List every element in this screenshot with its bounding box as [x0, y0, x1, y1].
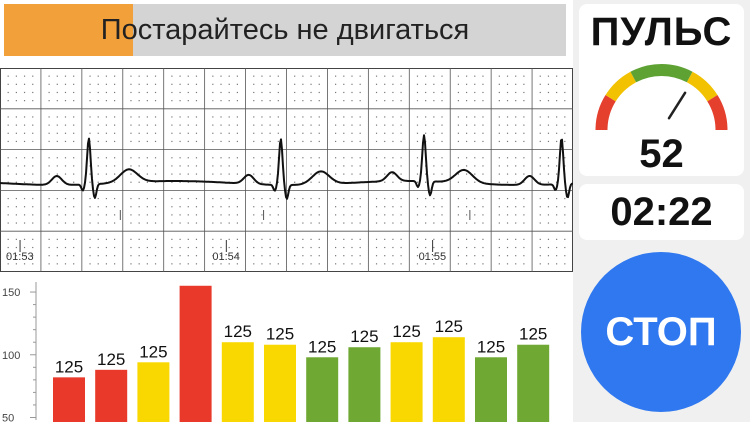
pulse-title: ПУЛЬС — [590, 10, 733, 54]
monitor-panel: Постарайтесь не двигаться 01:53 01:54 01:5… — [0, 4, 573, 422]
ecg-time-label: 01:53 — [6, 251, 34, 263]
instruction-banner: Постарайтесь не двигаться — [4, 4, 566, 56]
gauge-needle-icon — [667, 91, 687, 120]
stop-button[interactable]: СТОП — [581, 252, 741, 412]
pulse-card: ПУЛЬС 52 — [579, 4, 744, 176]
gauge-segment — [595, 95, 616, 131]
pulse-history-bars: 125 125 125 125 125 125 125 125 125 125 125 125 — [53, 282, 550, 422]
ecg-time-labels: 01:53 01:54 01:55 — [6, 251, 446, 263]
timer-card: 02:22 — [579, 184, 744, 240]
pulse-bar — [432, 337, 465, 422]
pulse-value: 52 — [639, 132, 684, 176]
gauge-segment — [630, 63, 693, 83]
bar-value-label: 125 — [97, 350, 125, 369]
pulse-bar — [137, 362, 170, 422]
pulse-bar — [306, 357, 339, 422]
pulse-bar — [475, 357, 507, 422]
pulse-bar — [179, 285, 212, 422]
bar-value-label: 125 — [181, 282, 209, 285]
banner-progress-fill — [4, 4, 134, 56]
bar-value-label: 125 — [519, 325, 547, 344]
bar-value-label: 125 — [308, 337, 336, 356]
timer-value: 02:22 — [610, 190, 713, 234]
ecg-grid — [0, 68, 573, 272]
side-panel: ПУЛЬС 52 02:22 СТОП — [573, 0, 750, 422]
pulse-gauge — [595, 63, 728, 131]
pulse-bar — [221, 342, 254, 422]
instruction-text: Постарайтесь не двигаться — [100, 13, 470, 46]
gauge-segment — [707, 95, 728, 131]
pulse-bar — [517, 344, 550, 422]
pulse-bar — [264, 344, 296, 422]
pulse-history-axis: 50 100 150 — [2, 282, 37, 422]
gauge-segment — [605, 71, 637, 102]
bar-value-label: 125 — [477, 337, 505, 356]
pulse-bar — [95, 369, 128, 422]
ecg-chart: 01:53 01:54 01:55 — [0, 68, 573, 272]
pulse-bar — [348, 347, 381, 422]
pulse-bar — [390, 342, 423, 422]
bar-value-label: 125 — [266, 325, 294, 344]
ecg-ticks — [19, 210, 471, 252]
y-tick-label: 100 — [2, 350, 20, 362]
bar-value-label: 125 — [139, 342, 167, 361]
ecg-time-label: 01:55 — [419, 251, 447, 263]
y-tick-label: 150 — [2, 287, 20, 299]
bar-value-label: 125 — [350, 327, 378, 346]
y-tick-label: 50 — [2, 412, 14, 422]
ecg-time-label: 01:54 — [212, 251, 240, 263]
pulse-bar — [53, 377, 85, 422]
bar-value-label: 125 — [224, 322, 252, 341]
bar-value-label: 125 — [392, 322, 420, 341]
bar-value-label: 125 — [55, 357, 83, 376]
ecg-trace — [0, 134, 573, 200]
bar-value-label: 125 — [435, 317, 463, 336]
gauge-segment — [686, 71, 718, 102]
